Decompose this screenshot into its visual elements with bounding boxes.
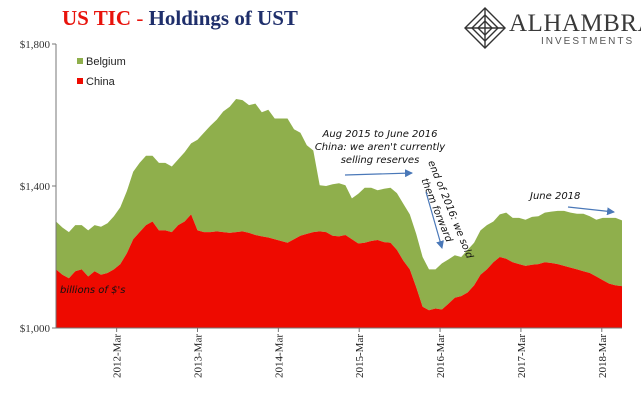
x-tick-label: 2018-Mar	[597, 334, 609, 378]
annotation-end2016-arrow	[425, 191, 444, 249]
series-area-belgium	[56, 99, 622, 311]
x-tick-label: 2014-Mar	[273, 334, 285, 378]
annotation-aug2015-arrow	[344, 169, 413, 178]
legend: Belgium China	[77, 56, 126, 88]
y-tick-label: $1,800	[20, 39, 51, 51]
legend-swatch-china	[77, 78, 83, 84]
series-area-china	[56, 214, 622, 328]
annotation-june2018-label: June 2018	[528, 191, 580, 202]
area-layer	[56, 99, 622, 328]
chart-title: US TIC - Holdings of UST	[62, 6, 298, 31]
x-tick-label: 2012-Mar	[112, 334, 124, 378]
y-tick-label: $1,000	[20, 323, 51, 335]
title-separator: -	[136, 6, 144, 30]
annotation-june2018: June 2018	[528, 191, 615, 216]
legend-label-belgium: Belgium	[86, 56, 126, 68]
x-tick-label: 2013-Mar	[193, 334, 205, 378]
title-part-2: Holdings of UST	[148, 6, 298, 30]
y-tick-label: $1,400	[20, 181, 51, 193]
legend-label-china: China	[86, 76, 116, 88]
annotation-end2016: end of 2016: we sold them forward	[418, 159, 475, 261]
alhambra-logo: ALHAMBRA INVESTMENTS	[463, 6, 641, 50]
x-tick-label: 2017-Mar	[516, 334, 528, 378]
legend-swatch-belgium	[77, 58, 83, 64]
annotation-aug2015-line-2: China: we aren't currently	[315, 142, 446, 153]
logo-subtitle: INVESTMENTS	[541, 36, 635, 47]
annotation-aug2015: Aug 2015 to June 2016 China: we aren't c…	[315, 129, 446, 178]
annotation-june2018-arrow	[567, 206, 615, 216]
annotation-aug2015-line-3: selling reserves	[341, 155, 420, 166]
x-tick-label: 2015-Mar	[354, 334, 366, 378]
logo-name: ALHAMBRA	[509, 10, 641, 37]
units-label: billions of $'s	[60, 285, 125, 296]
alhambra-diamond-icon	[464, 7, 506, 49]
annotation-aug2015-line-1: Aug 2015 to June 2016	[322, 129, 438, 140]
x-tick-label: 2016-Mar	[435, 334, 447, 378]
tick-layer: $1,000 $1,400 $1,800 2012-Mar 2013-Mar 2014-M…	[20, 39, 609, 378]
title-part-1: US TIC	[62, 6, 132, 30]
